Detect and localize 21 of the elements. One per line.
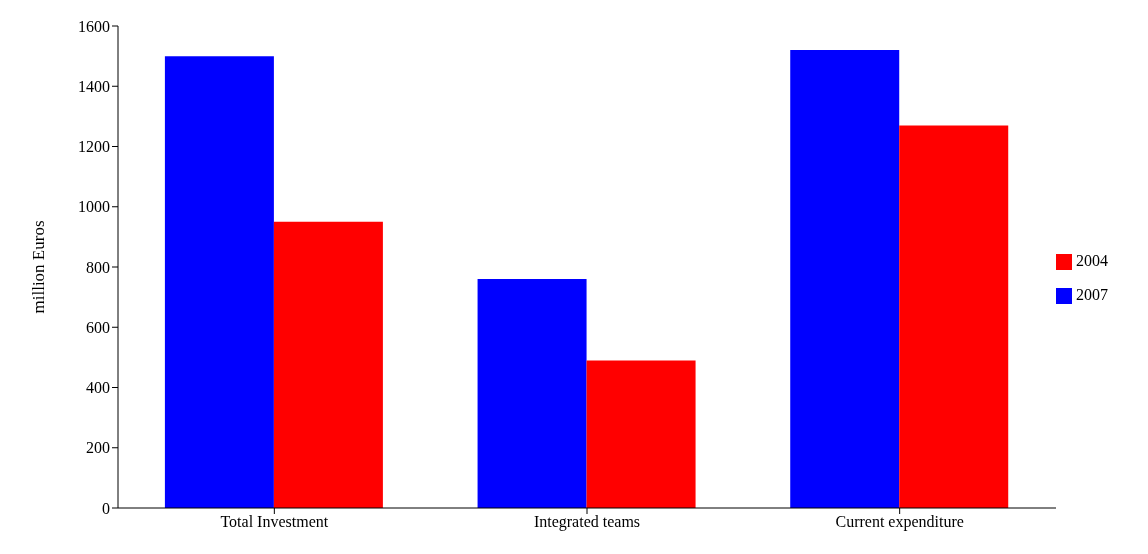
y-tick-label: 600 [86, 318, 110, 336]
y-tick-label: 800 [86, 258, 110, 276]
legend-label: 2004 [1076, 252, 1108, 269]
bar [273, 221, 383, 508]
y-tick-label: 1400 [78, 77, 110, 95]
y-tick-label: 0 [102, 499, 110, 517]
bar [477, 279, 587, 508]
y-tick-label: 1200 [78, 138, 110, 156]
y-tick-label: 200 [86, 439, 110, 457]
bar [586, 360, 696, 508]
bar [899, 125, 1009, 508]
bar [164, 56, 274, 508]
y-tick-label: 1600 [78, 17, 110, 35]
x-tick-label: Total Investment [220, 513, 329, 531]
legend-label: 2007 [1076, 286, 1108, 303]
bar [790, 50, 900, 508]
y-axis-title: million Euros [29, 220, 49, 314]
y-tick-label: 400 [86, 379, 110, 397]
x-tick-label: Current expenditure [835, 513, 964, 532]
y-tick-label: 1000 [78, 198, 110, 216]
x-tick-label: Integrated teams [533, 513, 641, 532]
